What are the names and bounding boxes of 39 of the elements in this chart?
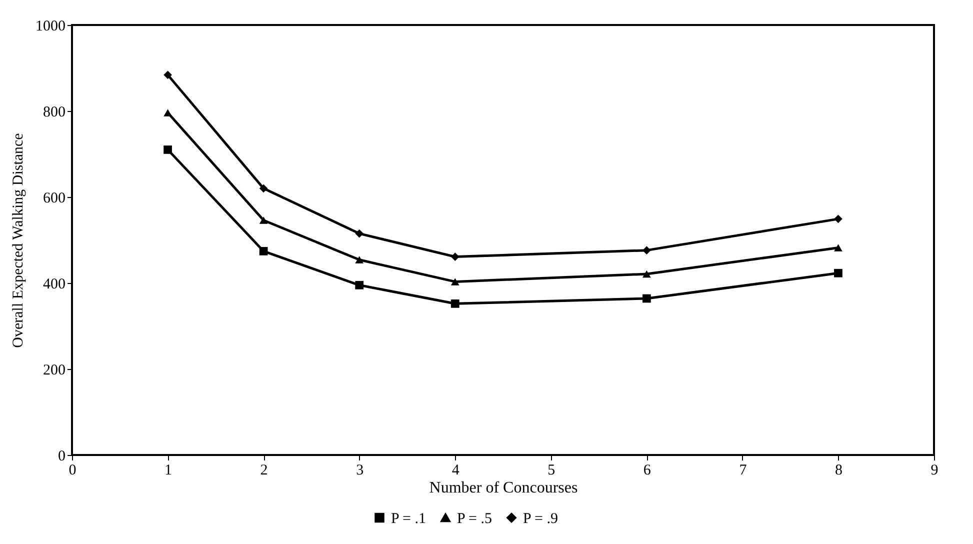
y-tick-label: 800 xyxy=(43,104,66,120)
x-tick-label: 4 xyxy=(452,462,460,478)
y-tick-label: 0 xyxy=(58,448,66,464)
point xyxy=(259,216,268,224)
point xyxy=(450,252,460,261)
legend-label: P = .1 xyxy=(391,510,426,527)
x-tick-label: 8 xyxy=(834,462,842,478)
point xyxy=(355,256,364,264)
x-tick-label: 1 xyxy=(164,462,172,478)
point xyxy=(642,246,651,255)
y-tick-label: 200 xyxy=(43,362,66,378)
point xyxy=(355,280,364,290)
y-tick-label: 400 xyxy=(43,276,66,292)
point xyxy=(355,229,364,238)
x-tick-label: 5 xyxy=(548,462,556,478)
x-tick-label: 2 xyxy=(260,462,268,478)
legend-label: P = .5 xyxy=(457,510,492,527)
point xyxy=(259,184,268,193)
x-tick-label: 3 xyxy=(356,462,364,478)
y-tick-label: 600 xyxy=(43,190,66,206)
point xyxy=(834,214,842,224)
point xyxy=(834,244,842,252)
y-tick-label: 1000 xyxy=(36,18,66,34)
point xyxy=(450,278,460,286)
legend-label: P = .9 xyxy=(523,510,558,527)
point xyxy=(642,294,651,303)
point xyxy=(164,70,172,80)
point xyxy=(164,109,172,116)
point xyxy=(834,268,842,278)
point xyxy=(164,146,172,154)
x-tick-label: 6 xyxy=(643,462,652,478)
y-axis-title: Overall Expected Walking Distance xyxy=(10,132,26,348)
point xyxy=(259,246,268,256)
x-tick-label: 9 xyxy=(930,462,938,478)
x-axis-title: Number of Concourses xyxy=(429,480,578,496)
point xyxy=(642,270,651,278)
x-tick-label: 0 xyxy=(68,462,76,478)
point xyxy=(450,299,460,308)
x-tick-label: 7 xyxy=(739,462,748,478)
